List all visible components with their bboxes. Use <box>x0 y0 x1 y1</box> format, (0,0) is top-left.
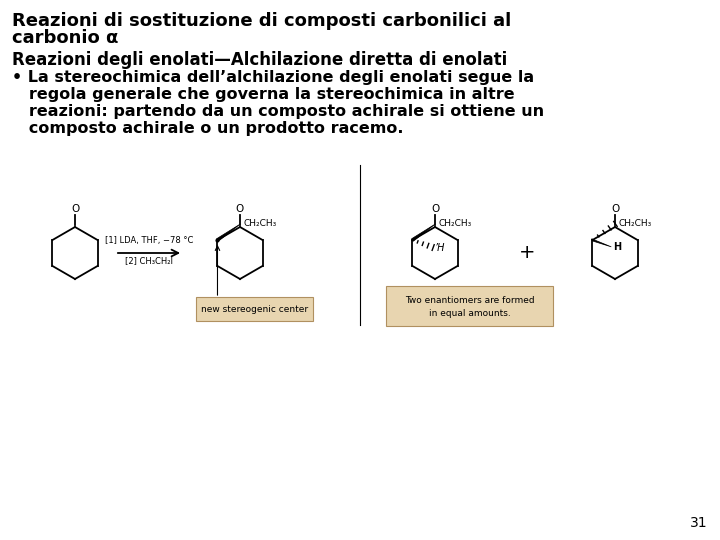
Text: in equal amounts.: in equal amounts. <box>428 309 510 318</box>
FancyBboxPatch shape <box>386 286 553 326</box>
Text: Reazioni di sostituzione di composti carbonilici al: Reazioni di sostituzione di composti car… <box>12 12 511 30</box>
Text: CH₂CH₃: CH₂CH₃ <box>618 219 652 228</box>
Text: regola generale che governa la stereochimica in altre: regola generale che governa la stereochi… <box>12 87 515 102</box>
Text: H: H <box>613 242 621 252</box>
Text: CH₂CH₃: CH₂CH₃ <box>243 219 276 228</box>
Polygon shape <box>592 239 611 247</box>
Text: Reazioni degli enolati—Alchilazione diretta di enolati: Reazioni degli enolati—Alchilazione dire… <box>12 51 508 69</box>
Text: carbonio α: carbonio α <box>12 29 118 47</box>
Text: Two enantiomers are formed: Two enantiomers are formed <box>405 296 534 305</box>
Text: [2] CH₃CH₂I: [2] CH₃CH₂I <box>125 256 173 265</box>
Text: 31: 31 <box>690 516 708 530</box>
Text: composto achirale o un prodotto racemo.: composto achirale o un prodotto racemo. <box>12 121 403 136</box>
Polygon shape <box>217 224 240 241</box>
Text: • La stereochimica dell’alchilazione degli enolati segue la: • La stereochimica dell’alchilazione deg… <box>12 70 534 85</box>
Text: O: O <box>431 204 439 214</box>
Text: O: O <box>71 204 79 214</box>
Text: +: + <box>518 244 535 262</box>
Text: [1] LDA, THF, −78 °C: [1] LDA, THF, −78 °C <box>105 236 193 245</box>
Text: O: O <box>236 204 244 214</box>
FancyBboxPatch shape <box>196 297 313 321</box>
Polygon shape <box>412 224 436 241</box>
Text: O: O <box>611 204 619 214</box>
Text: new stereogenic center: new stereogenic center <box>201 305 308 314</box>
Text: CH₂CH₃: CH₂CH₃ <box>438 219 472 228</box>
Text: reazioni: partendo da un composto achirale si ottiene un: reazioni: partendo da un composto achira… <box>12 104 544 119</box>
Text: ’H: ’H <box>435 242 446 253</box>
